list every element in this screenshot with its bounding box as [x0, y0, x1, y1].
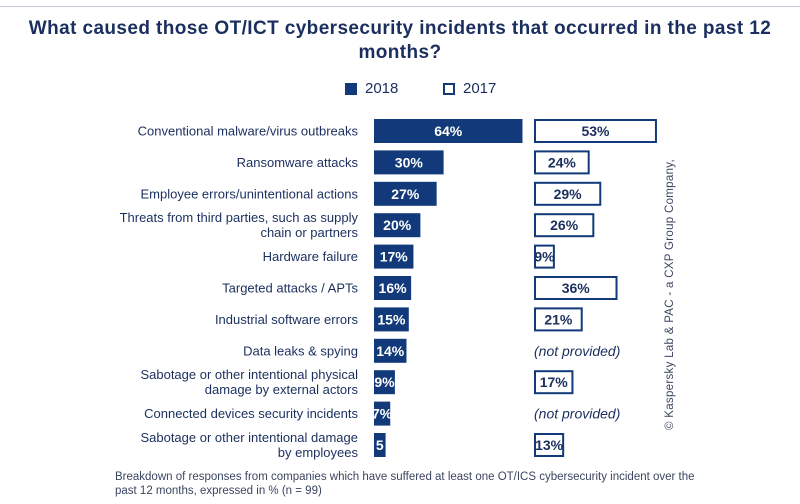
- category-label-line: Connected devices security incidents: [144, 406, 358, 421]
- legend-item-2018: 2018: [345, 80, 398, 97]
- bar-label-2018: 17%: [380, 249, 409, 265]
- bar-label-2017-not-provided: (not provided): [534, 343, 620, 359]
- bar-label-2018: 20%: [383, 217, 412, 233]
- category-label-line: Sabotage or other intentional damage: [140, 430, 358, 445]
- bar-label-2017-not-provided: (not provided): [534, 406, 620, 422]
- bar-label-2018: 9%: [374, 374, 395, 390]
- category-label: Industrial software errors: [215, 312, 359, 327]
- category-label: Employee errors/unintentional actions: [140, 186, 358, 201]
- bar-2017: [534, 181, 602, 206]
- bar-label-2017: 17%: [540, 374, 569, 390]
- bar-label-2017: 13%: [535, 437, 564, 453]
- category-label: Data leaks & spying: [243, 343, 358, 358]
- legend-swatch-2017: [443, 82, 455, 95]
- category-label: Conventional malware/virus outbreaks: [138, 124, 359, 139]
- category-label-line: Industrial software errors: [215, 312, 359, 327]
- bar-2018: [374, 119, 523, 143]
- bar-2018: [374, 370, 395, 395]
- category-label-line: Ransomware attacks: [237, 155, 359, 170]
- bar-label-2018: 7%: [372, 406, 393, 422]
- bar-2018: [374, 181, 437, 206]
- legend: 2018 2017: [0, 80, 800, 98]
- top-divider: [0, 6, 800, 7]
- bar-label-2018: 30%: [395, 154, 424, 170]
- bar-label-2017: 24%: [548, 154, 577, 170]
- bar-label-2017: 36%: [562, 280, 591, 296]
- bar-2017: [534, 213, 595, 238]
- legend-label-2017: 2017: [463, 80, 497, 97]
- category-label: Targeted attacks / APTs: [222, 281, 358, 296]
- legend-label-2018: 2018: [365, 80, 399, 97]
- legend-item-2017: 2017: [443, 80, 496, 97]
- chart-title: What caused those OT/ICT cybersecurity i…: [28, 18, 772, 63]
- bar-2017: [534, 307, 583, 332]
- legend-swatch-2018: [345, 82, 357, 95]
- bar-2018: [374, 213, 421, 238]
- bar-label-2018: 15%: [377, 311, 406, 327]
- category-label-line: Employee errors/unintentional actions: [140, 186, 358, 201]
- bar-2017: [534, 370, 574, 395]
- category-label: Ransomware attacks: [237, 155, 359, 170]
- bar-label-2017: 9%: [534, 249, 555, 265]
- category-label-line: Threats from third parties, such as supp…: [120, 210, 359, 225]
- category-label-line: damage by external actors: [205, 382, 359, 397]
- bar-label-2017: 53%: [581, 123, 610, 139]
- footnote: Breakdown of responses from companies wh…: [115, 471, 695, 497]
- category-label: Sabotage or other intentional damage by e…: [140, 430, 358, 460]
- bar-2017: [534, 276, 618, 300]
- bar-label-2018: 27%: [391, 186, 420, 202]
- category-label-line: Conventional malware/virus outbreaks: [138, 124, 359, 139]
- bar-2018: [374, 150, 444, 175]
- bar-2017: [534, 244, 555, 269]
- bar-label-2017: 29%: [554, 186, 583, 202]
- category-label: Connected devices security incidents: [144, 406, 358, 421]
- category-label: Sabotage or other intentional physical da…: [140, 367, 358, 397]
- bar-label-2017: 21%: [544, 311, 573, 327]
- bar-label-2018: 14%: [376, 343, 405, 359]
- bar-2018: [374, 433, 386, 457]
- bar-2017: [534, 119, 657, 143]
- bar-2018: [374, 276, 412, 300]
- category-label: Hardware failure: [263, 249, 358, 264]
- category-label-line: Hardware failure: [263, 249, 358, 264]
- category-label-line: Targeted attacks / APTs: [222, 281, 358, 296]
- bar-2018: [374, 307, 409, 332]
- bar-2018: [374, 244, 414, 269]
- bar-2017: [534, 150, 590, 175]
- category-label-line: Data leaks & spying: [243, 343, 358, 358]
- category-label: Threats from third parties, such as supp…: [120, 210, 359, 240]
- bar-2018: [374, 401, 391, 426]
- bar-label-2018: 64%: [434, 123, 463, 139]
- category-label-line: chain or partners: [260, 225, 358, 240]
- bar-label-2018: 16%: [379, 280, 408, 296]
- copyright-credit: © Kaspersky Lab & PAC - a CXP Group Comp…: [664, 159, 676, 430]
- bar-label-2018: 5: [376, 437, 384, 453]
- category-label-line: Sabotage or other intentional physical: [140, 367, 358, 382]
- category-label-line: by employees: [278, 445, 359, 460]
- bar-label-2017: 26%: [550, 217, 579, 233]
- bar-2018: [374, 338, 407, 363]
- bar-2017: [534, 433, 565, 457]
